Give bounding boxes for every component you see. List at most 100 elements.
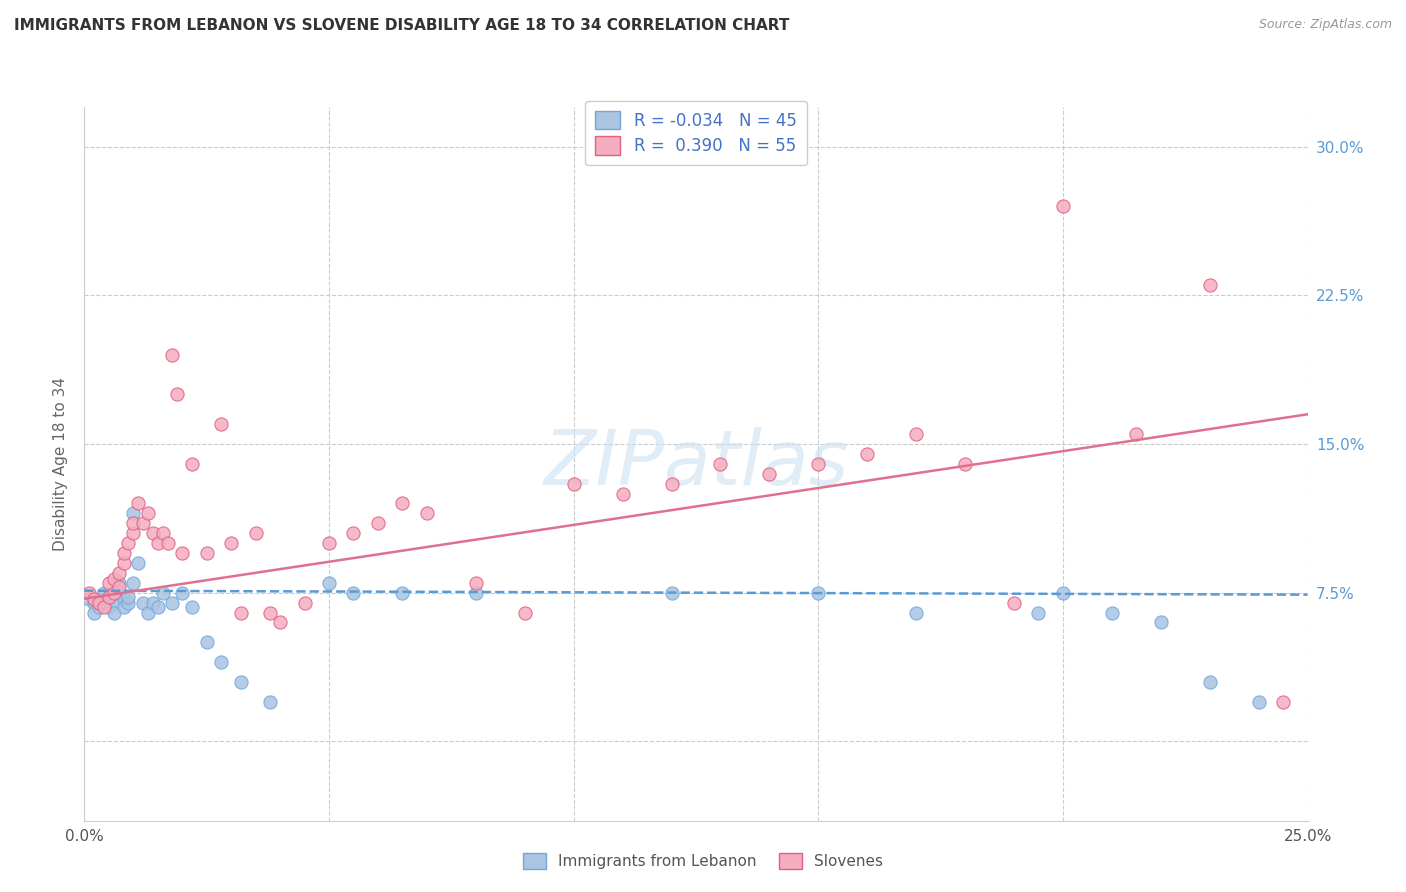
Point (709, 457, 731, 471)
Point (83, 591, 105, 606)
Point (136, 606, 159, 620)
Point (162, 596, 184, 610)
Point (807, 585, 830, 599)
Point (112, 556, 135, 570)
Point (856, 447, 879, 461)
Point (97, 590, 120, 604)
Point (97, 599, 120, 614)
Point (77, 585, 100, 599)
Point (112, 546, 135, 560)
Point (103, 606, 125, 620)
Text: Source: ZipAtlas.com: Source: ZipAtlas.com (1258, 18, 1392, 31)
Point (661, 476, 683, 491)
Point (166, 387, 188, 401)
Point (83, 596, 105, 610)
Point (77, 591, 100, 606)
Point (93, 599, 115, 614)
Point (1150, 615, 1173, 630)
Point (229, 674, 252, 689)
Point (117, 536, 139, 550)
Point (1125, 427, 1147, 442)
Point (87, 599, 110, 614)
Point (259, 695, 281, 709)
Point (112, 591, 135, 606)
Point (562, 476, 585, 491)
Point (367, 516, 389, 531)
Point (342, 526, 364, 541)
Point (122, 526, 145, 541)
Point (146, 536, 169, 550)
Point (464, 575, 486, 590)
Point (117, 590, 139, 604)
Point (391, 585, 413, 599)
Point (209, 417, 232, 432)
Point (122, 507, 145, 521)
Point (245, 526, 267, 541)
Point (905, 606, 928, 620)
Point (97, 590, 120, 604)
Point (107, 585, 129, 599)
Point (152, 526, 174, 541)
Point (807, 457, 830, 471)
Point (127, 556, 149, 570)
Point (1028, 606, 1050, 620)
Point (661, 585, 683, 599)
Point (758, 467, 780, 481)
Legend: R = -0.034   N = 45, R =  0.390   N = 55: R = -0.034 N = 45, R = 0.390 N = 55 (585, 101, 807, 165)
Point (612, 486, 634, 500)
Point (152, 585, 174, 599)
Point (195, 546, 218, 560)
Point (416, 507, 439, 521)
Point (209, 655, 232, 669)
Point (103, 585, 125, 599)
Point (142, 596, 165, 610)
Point (181, 457, 204, 471)
Point (132, 516, 155, 531)
Point (1002, 596, 1025, 610)
Point (172, 546, 194, 560)
Point (136, 507, 159, 521)
Point (87, 591, 110, 606)
Point (953, 457, 976, 471)
Point (229, 606, 252, 620)
Point (132, 596, 155, 610)
Point (513, 606, 536, 620)
Point (107, 575, 129, 590)
Point (294, 596, 316, 610)
Point (1198, 278, 1220, 293)
Point (107, 566, 129, 580)
Point (103, 596, 125, 610)
Point (1101, 606, 1123, 620)
Point (172, 585, 194, 599)
Point (156, 536, 179, 550)
Point (93, 596, 115, 610)
Y-axis label: Disability Age 18 to 34: Disability Age 18 to 34 (53, 376, 69, 551)
Text: IMMIGRANTS FROM LEBANON VS SLOVENE DISABILITY AGE 18 TO 34 CORRELATION CHART: IMMIGRANTS FROM LEBANON VS SLOVENE DISAB… (14, 18, 789, 33)
Point (1052, 585, 1074, 599)
Point (107, 580, 129, 594)
Point (117, 596, 139, 610)
Point (195, 635, 218, 649)
Point (318, 575, 340, 590)
Point (259, 606, 281, 620)
Point (318, 536, 340, 550)
Point (1052, 199, 1074, 213)
Point (122, 575, 145, 590)
Point (142, 526, 165, 541)
Point (269, 615, 291, 630)
Point (122, 516, 145, 531)
Point (1272, 695, 1295, 709)
Point (97, 575, 120, 590)
Point (146, 599, 169, 614)
Point (905, 427, 928, 442)
Point (391, 496, 413, 510)
Point (87, 596, 110, 610)
Point (112, 599, 135, 614)
Point (464, 585, 486, 599)
Point (342, 585, 364, 599)
Legend: Immigrants from Lebanon, Slovenes: Immigrants from Lebanon, Slovenes (516, 847, 890, 875)
Point (103, 572, 125, 586)
Point (1247, 695, 1270, 709)
Point (219, 536, 242, 550)
Point (93, 585, 115, 599)
